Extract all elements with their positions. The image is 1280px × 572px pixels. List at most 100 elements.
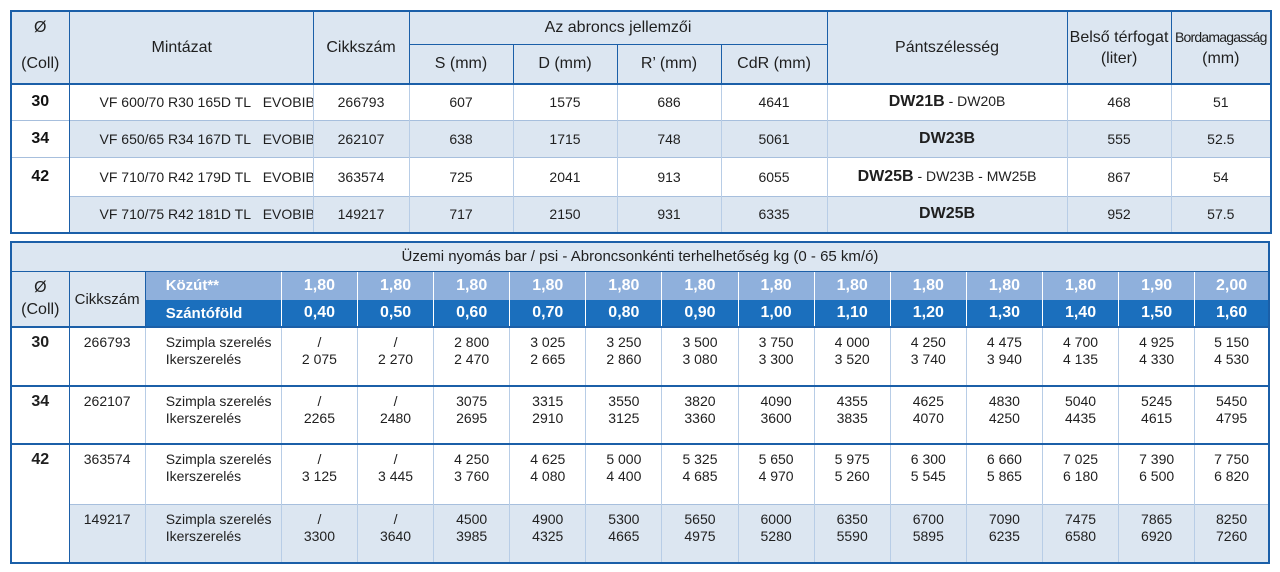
bar-height-value: 52.5: [1171, 119, 1272, 157]
load-cell: 4 700 4 135: [1042, 327, 1120, 386]
article-number: 262107: [313, 119, 410, 157]
d-value: 1715: [513, 119, 618, 157]
cikkszam-header: Cikkszám: [313, 11, 410, 85]
load-cell: 6700 5895: [890, 504, 967, 563]
load-cell: /2 270: [357, 327, 435, 386]
diameter-header: Ø: [11, 11, 70, 44]
load-cell: 7090 6235: [966, 504, 1043, 563]
load-cell: 4 250 3 760: [433, 443, 511, 505]
bar-height-value: 54: [1171, 156, 1272, 196]
load-cell: 5 650 4 970: [738, 443, 815, 505]
cdr-value: 5061: [721, 119, 828, 157]
rim-size: 42: [11, 443, 70, 563]
load-cell: /2 075: [281, 327, 358, 386]
load-cell: 6000 5280: [738, 504, 815, 563]
table-row: 30 VF 600/70 R30 165D TL EVOBIB 266793 6…: [11, 84, 1271, 120]
volume-header-line1: Belső térfogat: [1069, 28, 1169, 46]
field-pressure: 0,70: [509, 299, 587, 329]
volume-value: 468: [1067, 84, 1172, 120]
load-cell: /3 125: [281, 443, 358, 505]
load-cell: 4090 3600: [738, 384, 815, 445]
table-row: 34 262107 Szimpla szerelés Ikerszerelés /…: [11, 384, 1269, 445]
article-number: 262107: [69, 384, 146, 445]
load-cell: 3 500 3 080: [661, 327, 739, 386]
article-number: 363574: [313, 156, 410, 196]
table-row: 34 VF 650/65 R34 167D TL EVOBIB 262107 6…: [11, 119, 1272, 157]
load-cell: 4 250 3 740: [890, 327, 967, 386]
r-value: 931: [617, 195, 722, 233]
load-cell: 8250 7260: [1194, 504, 1269, 563]
load-cell: /3640: [357, 504, 435, 563]
r-header: R’ (mm): [617, 43, 722, 85]
tire-specs-table: Ø Mintázat Cikkszám Az abroncs jellemzői…: [10, 10, 1273, 234]
s-value: 717: [409, 195, 514, 233]
load-cell: /3300: [281, 504, 358, 563]
load-cell: 6350 5590: [814, 504, 891, 563]
tire-model: VF 710/70 R42 179D TL EVOBIB: [69, 156, 314, 196]
load-cell: 4 000 3 520: [814, 327, 891, 386]
road-pressure: 1,80: [357, 271, 435, 300]
field-pressure: 1,50: [1118, 299, 1196, 329]
field-pressure: 1,60: [1194, 299, 1269, 329]
mounting-type: Szimpla szerelés Ikerszerelés: [145, 504, 282, 563]
volume-header-line2: (liter): [1100, 49, 1138, 67]
mintazat-header: Mintázat: [69, 11, 314, 85]
load-cell: 3 750 3 300: [738, 327, 815, 386]
rim-size: 30: [11, 84, 70, 120]
rim-width: DW23B: [827, 119, 1068, 157]
load-cell: 3550 3125: [585, 384, 663, 445]
load-cell: 5 975 5 260: [814, 443, 891, 505]
load-cell: 3 025 2 665: [509, 327, 587, 386]
load-cell: 3820 3360: [661, 384, 739, 445]
road-pressure: 1,80: [966, 271, 1043, 300]
mounting-type: Szimpla szerelés Ikerszerelés: [145, 384, 282, 445]
road-pressure: 1,80: [661, 271, 739, 300]
road-label: Közút**: [145, 271, 282, 300]
bar-height-value: 57.5: [1171, 195, 1272, 233]
r-value: 748: [617, 119, 722, 157]
field-pressure: 1,40: [1042, 299, 1120, 329]
bar-height-header-line1: Bordamagasság: [1175, 28, 1267, 45]
tire-model: VF 710/75 R42 181D TL EVOBIB: [69, 195, 314, 233]
load-table-title: Üzemi nyomás bar / psi - Abroncsonkénti …: [11, 242, 1269, 272]
field-pressure: 0,40: [281, 299, 358, 329]
rim-size: 34: [11, 119, 70, 157]
s-value: 607: [409, 84, 514, 120]
load-cell: 7 390 6 500: [1118, 443, 1196, 505]
table-row: 42 363574 Szimpla szerelés Ikerszerelés /…: [11, 443, 1269, 563]
tire-model: VF 650/65 R34 167D TL EVOBIB: [69, 119, 314, 157]
article-number: 266793: [69, 327, 146, 386]
volume-value: 952: [1067, 195, 1172, 233]
rim-size: 30: [11, 327, 70, 386]
load-cell: 4625 4070: [890, 384, 967, 445]
tire-model: VF 600/70 R30 165D TL EVOBIB: [69, 84, 314, 120]
road-pressure: 1,80: [585, 271, 663, 300]
load-cell: 7 750 6 820: [1194, 443, 1269, 505]
rim-width: DW25B - DW23B - MW25B: [827, 156, 1068, 196]
load-cell: 5040 4435: [1042, 384, 1120, 445]
load-cell: 5 150 4 530: [1214, 334, 1250, 368]
table-row: 42 VF 710/70 R42 179D TL EVOBIB 363574 7…: [11, 156, 1272, 233]
road-pressure: 1,90: [1118, 271, 1196, 300]
s-value: 725: [409, 156, 514, 196]
load-cell: 4 625 4 080: [509, 443, 587, 505]
field-pressure: 1,10: [814, 299, 891, 329]
volume-header: Belső térfogat (liter): [1067, 11, 1172, 85]
cdr-value: 4641: [721, 84, 828, 120]
table-row: 30 266793 Szimpla szerelés Ikerszerelés /…: [11, 327, 1269, 386]
table-row: 149217 Szimpla szerelés Ikerszerelés /330…: [11, 504, 1269, 563]
load-cell: 7 025 6 180: [1042, 443, 1120, 505]
d-value: 2041: [513, 156, 618, 196]
road-pressure: 1,80: [814, 271, 891, 300]
cikkszam-header: Cikkszám: [69, 271, 146, 329]
load-cell: 5450 4795: [1194, 384, 1269, 445]
field-pressure: 0,80: [585, 299, 663, 329]
load-cell: 5 325 4 685: [661, 443, 739, 505]
table-row: VF 710/75 R42 181D TL EVOBIB 149217 717 …: [11, 195, 1272, 233]
volume-value: 867: [1067, 156, 1172, 196]
load-cell: /2265: [281, 384, 358, 445]
load-cell: 4500 3985: [433, 504, 511, 563]
coll-label: (Coll): [21, 301, 60, 319]
mounting-type: Szimpla szerelés Ikerszerelés: [145, 443, 282, 505]
tire-characteristics-header: Az abroncs jellemzői: [409, 11, 828, 44]
